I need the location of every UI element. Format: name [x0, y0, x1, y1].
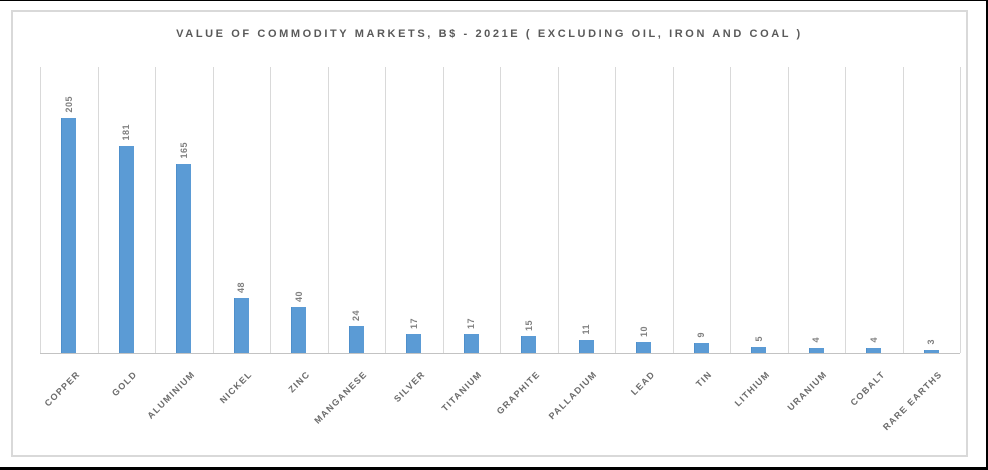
bar-cobalt: [866, 348, 882, 353]
bar-gold: [118, 146, 134, 353]
bar-palladium: [578, 340, 594, 353]
bar-manganese: [348, 326, 364, 353]
category-label: COPPER: [42, 369, 82, 409]
gridline: [442, 67, 444, 353]
gridline: [960, 67, 961, 353]
category-label: MANGANESE: [312, 369, 370, 426]
value-label: 165: [178, 142, 189, 159]
gridline: [845, 67, 846, 353]
bar-lead: [636, 342, 652, 353]
value-label: 17: [408, 317, 419, 329]
gridline: [270, 67, 271, 353]
value-label: 4: [811, 337, 822, 343]
value-label: 181: [121, 124, 132, 141]
x-axis-labels: COPPER GOLD ALUMINIUM NICKEL ZINC MANGANESE SI…: [40, 355, 960, 455]
value-label: 40: [293, 290, 304, 302]
category-label: SILVER: [391, 369, 427, 405]
gridline: [557, 67, 559, 353]
bar-lithium: [751, 347, 767, 353]
category-label: ALUMINIUM: [145, 369, 197, 421]
value-label: 4: [868, 337, 879, 343]
gridline: [787, 67, 789, 353]
gridline: [40, 67, 41, 353]
bar-zinc: [291, 307, 307, 353]
category-label: LITHIUM: [732, 369, 772, 409]
gridline: [97, 67, 99, 353]
bar-titanium: [463, 334, 479, 353]
value-label: 5: [753, 336, 764, 342]
gridline: [385, 67, 386, 353]
bar-uranium: [808, 348, 824, 353]
category-label: URANIUM: [785, 369, 830, 413]
value-label: 17: [466, 317, 477, 329]
gridline: [902, 67, 904, 353]
value-label: 205: [63, 96, 74, 113]
gridline: [155, 67, 156, 353]
category-label: GOLD: [110, 369, 140, 399]
bar-graphite: [521, 336, 537, 353]
bar-silver: [406, 334, 422, 353]
value-label: 9: [696, 332, 707, 338]
category-label: ZINC: [286, 369, 312, 395]
category-label: TIN: [694, 369, 715, 390]
x-axis-line: [40, 353, 960, 354]
gridline: [327, 67, 329, 353]
category-label: LEAD: [628, 369, 657, 398]
chart-title: VALUE OF COMMODITY MARKETS, B$ - 2021E (…: [176, 28, 803, 40]
category-label: TITANIUM: [439, 369, 485, 414]
value-label: 48: [236, 281, 247, 293]
value-label: 10: [638, 325, 649, 337]
value-label: 3: [926, 339, 937, 345]
gridline: [672, 67, 674, 353]
plot-area: 205 181 165 48 40 24 17 17 15 11 10 9 5 4 4 3: [40, 67, 961, 354]
bar-tin: [693, 343, 709, 353]
category-label: GRAPHITE: [494, 369, 542, 417]
category-label: COBALT: [848, 369, 887, 408]
bar-nickel: [233, 298, 249, 353]
category-label: NICKEL: [218, 369, 255, 406]
bar-rare-earths: [923, 350, 939, 353]
value-label: 24: [351, 309, 362, 321]
commodity-bar-chart: VALUE OF COMMODITY MARKETS, B$ - 2021E (…: [11, 10, 968, 457]
bar-aluminium: [176, 164, 192, 353]
category-label: RARE EARTHS: [881, 369, 945, 433]
gridline: [500, 67, 501, 353]
gridline: [615, 67, 616, 353]
gridline: [730, 67, 731, 353]
value-label: 11: [581, 324, 592, 335]
bar-copper: [61, 118, 77, 353]
value-label: 15: [523, 319, 534, 331]
category-label: PALLADIUM: [546, 369, 600, 422]
gridline: [212, 67, 214, 353]
